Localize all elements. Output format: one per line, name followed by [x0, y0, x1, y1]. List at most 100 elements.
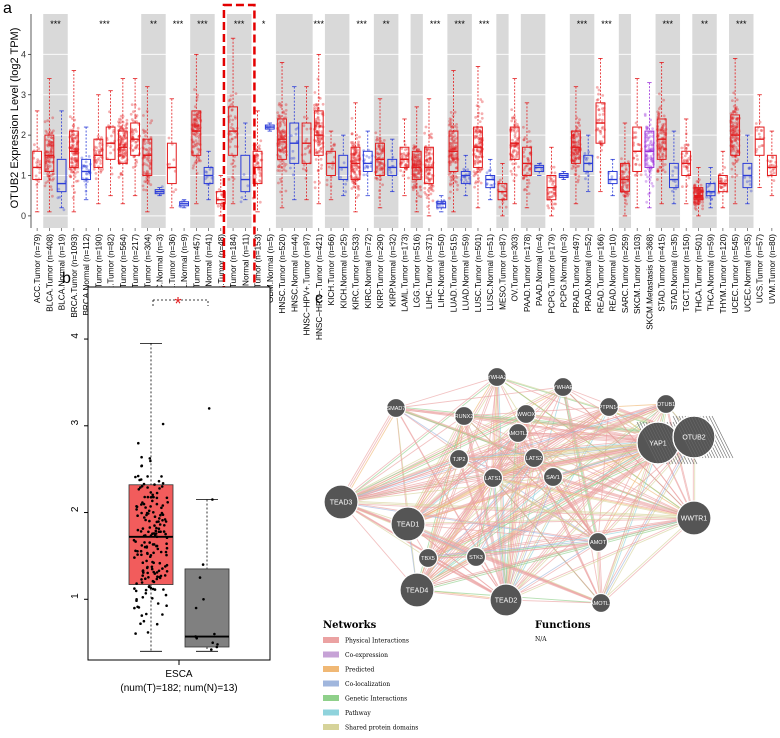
data-point-lihc-tumor-n-371 — [429, 157, 433, 161]
data-point-thym-tumor-n-120 — [720, 179, 723, 183]
data-point-lihc-tumor-n-371 — [427, 164, 430, 168]
data-point-hnsc-hpv-tumor-n-421 — [320, 137, 323, 141]
data-point-ov-tumor-n-303 — [511, 143, 515, 147]
data-point-stad-tumor-n-415 — [661, 141, 665, 145]
data-point-brca-tumor-n-1093 — [71, 184, 74, 188]
data-point-thca-tumor-n-501 — [698, 187, 702, 191]
data-point-lihc-tumor-n-371 — [427, 168, 431, 171]
panel-b-point-tumor — [160, 506, 163, 510]
data-point-lusc-tumor-n-501 — [474, 180, 478, 184]
data-point-hnsc-tumor-n-520 — [284, 163, 288, 166]
data-point-blca-tumor-n-408 — [48, 140, 51, 143]
data-point-luad-tumor-n-515 — [448, 163, 452, 167]
data-point-brca-lumb-tumor-n-217 — [130, 133, 134, 137]
data-point-luad-tumor-n-515 — [451, 139, 455, 143]
data-point-kirc-normal-n-72 — [366, 166, 370, 170]
data-point-lusc-tumor-n-501 — [476, 130, 480, 134]
data-point-hnsc-tumor-n-520 — [284, 189, 288, 193]
data-point-cesc-tumor-n-304 — [142, 147, 146, 151]
data-point-paad-tumor-n-178 — [522, 138, 526, 142]
data-point-brca-tumor-n-1093 — [73, 147, 77, 151]
data-point-stad-tumor-n-415 — [657, 111, 661, 115]
data-point-brca-tumor-n-1093 — [74, 172, 77, 175]
data-point-brca-luma-tumor-n-564 — [123, 148, 127, 152]
data-point-sarc-tumor-n-259 — [625, 191, 628, 195]
data-point-sarc-tumor-n-259 — [621, 181, 624, 185]
data-point-brca-luma-tumor-n-564 — [119, 138, 123, 141]
data-point-kirc-tumor-n-533 — [352, 182, 356, 185]
data-point-gbm-tumor-n-153 — [258, 179, 261, 182]
panel-b-point-tumor — [149, 459, 152, 463]
data-point-brca-her2-tumor-n-82 — [112, 148, 116, 152]
data-point-prad-tumor-n-497 — [572, 152, 575, 155]
data-point-coad-tumor-n-457 — [193, 133, 197, 137]
data-point-laml-tumor-n-173 — [400, 161, 403, 165]
data-point-ucec-tumor-n-545 — [734, 126, 738, 130]
data-point-lgg-tumor-n-516 — [414, 168, 418, 171]
data-point-sarc-tumor-n-259 — [624, 163, 628, 167]
panel-b-point-tumor — [136, 514, 139, 517]
data-point-laml-tumor-n-173 — [406, 160, 410, 164]
panel-b-point-tumor — [155, 577, 159, 581]
data-point-kirc-tumor-n-533 — [353, 170, 357, 173]
edge-sav1-amot — [553, 477, 600, 543]
data-point-brca-basal-tumor-n-190 — [99, 147, 103, 151]
panel-b-point-tumor — [163, 574, 167, 577]
data-point-prad-tumor-n-497 — [572, 159, 576, 163]
data-point-blca-tumor-n-408 — [48, 164, 52, 168]
data-point-ucec-normal-n-35 — [748, 166, 752, 170]
data-point-prad-tumor-n-497 — [572, 133, 576, 137]
data-point-blca-tumor-n-408 — [46, 166, 50, 169]
data-point-thca-tumor-n-501 — [694, 196, 698, 200]
data-point-thca-tumor-n-501 — [698, 188, 702, 191]
data-point-lusc-tumor-n-501 — [477, 130, 481, 133]
data-point-ov-tumor-n-303 — [516, 129, 519, 133]
data-point-lgg-tumor-n-516 — [412, 164, 416, 167]
data-point-hnsc-tumor-n-520 — [280, 133, 284, 137]
data-point-stad-tumor-n-415 — [658, 155, 662, 159]
data-point-lusc-tumor-n-501 — [474, 116, 477, 119]
data-point-brca-lumb-tumor-n-217 — [134, 141, 138, 144]
data-point-stad-tumor-n-415 — [657, 112, 660, 116]
data-point-thca-tumor-n-501 — [694, 189, 697, 193]
data-point-ov-tumor-n-303 — [515, 153, 518, 157]
data-point-coad-tumor-n-457 — [193, 142, 197, 146]
data-point-lgg-tumor-n-516 — [414, 184, 417, 188]
data-point-prad-tumor-n-497 — [577, 121, 580, 125]
edge-tjp2-amot — [459, 459, 599, 544]
data-point-skcm-metastasis-n-368 — [645, 125, 649, 129]
data-point-lgg-tumor-n-516 — [413, 186, 417, 190]
data-point-thca-tumor-n-501 — [697, 192, 700, 196]
data-point-brca-luma-tumor-n-564 — [125, 126, 128, 130]
data-point-kirc-tumor-n-533 — [352, 170, 355, 174]
data-point-kirc-normal-n-72 — [369, 165, 373, 168]
data-point-lusc-tumor-n-501 — [478, 170, 482, 174]
data-point-luad-tumor-n-515 — [451, 148, 455, 152]
data-point-brca-normal-n-112 — [84, 165, 88, 169]
data-point-hnsc-hpv-tumor-n-421 — [316, 116, 320, 120]
data-point-pcpg-tumor-n-179 — [552, 207, 555, 211]
data-point-kirp-tumor-n-290 — [381, 144, 385, 148]
data-point-brca-tumor-n-1093 — [70, 137, 74, 141]
node-label-lats1: LATS1 — [485, 476, 501, 482]
data-point-ov-tumor-n-303 — [514, 131, 517, 135]
data-point-pcpg-tumor-n-179 — [550, 190, 554, 194]
data-point-lgg-tumor-n-516 — [417, 172, 420, 176]
data-point-lgg-tumor-n-516 — [416, 169, 419, 173]
data-point-hnsc-tumor-n-520 — [282, 131, 286, 134]
node-circle-wwtr1 — [676, 500, 712, 536]
data-point-skcm-metastasis-n-368 — [645, 134, 648, 138]
data-point-kirp-normal-n-32 — [388, 168, 392, 172]
data-point-hnsc-tumor-n-520 — [281, 119, 285, 123]
data-point-hnsc-tumor-n-520 — [282, 140, 286, 144]
edge-tead3-wwtr1 — [339, 500, 693, 518]
data-point-hnsc-hpv-tumor-n-421 — [314, 103, 318, 106]
data-point-hnsc-hpv-tumor-n-421 — [313, 108, 316, 112]
data-point-ucec-tumor-n-545 — [734, 139, 738, 143]
data-point-brca-tumor-n-1093 — [72, 133, 76, 136]
data-point-esca-tumor-n-184 — [229, 140, 233, 144]
data-point-ucs-tumor-n-57 — [759, 129, 763, 132]
data-point-brca-luma-tumor-n-564 — [122, 131, 125, 135]
